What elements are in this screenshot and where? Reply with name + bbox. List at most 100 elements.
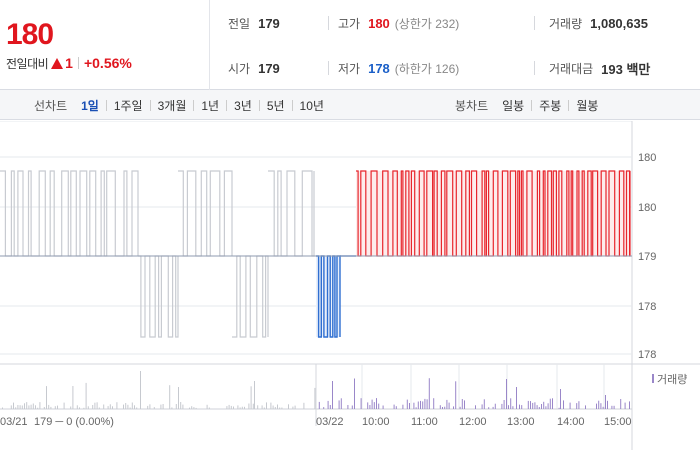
candle-chart-label: 봉차트 [455, 98, 489, 113]
volume-bar [354, 378, 355, 409]
volume-bar [160, 404, 162, 409]
open-label: 시가 [228, 61, 251, 76]
volume-bar [147, 405, 149, 409]
volume-bar [488, 407, 490, 409]
volume-bar [448, 402, 450, 409]
tab-daily[interactable]: 일봉 [502, 98, 525, 113]
candle-chart-tabs: 봉차트 일봉 주봉 월봉 [455, 90, 598, 120]
volume-bar [492, 406, 494, 409]
volume-bar [369, 405, 371, 409]
tab-1year[interactable]: 1년 [201, 98, 220, 113]
tab-5year[interactable]: 5년 [266, 98, 285, 113]
tab-1week[interactable]: 1주일 [113, 98, 143, 113]
volume-bar [17, 405, 19, 409]
low-price: 저가 178 (하한가 126) [338, 58, 459, 78]
y-tick-label: 178 [638, 349, 656, 361]
intraday-chart[interactable]: 180 180 179 178 178 03/21 179 ─ 0 (0.00%) 03/2… [0, 121, 700, 450]
divider [149, 99, 151, 111]
volume-bar [175, 404, 177, 409]
divider [105, 99, 107, 111]
volume-bar [541, 404, 542, 409]
volume-bar [340, 398, 342, 409]
volume-bar [338, 400, 340, 409]
tab-weekly[interactable]: 주봉 [539, 98, 562, 113]
volume-bar [503, 400, 505, 409]
volume-bar [76, 405, 78, 409]
tab-monthly[interactable]: 월봉 [576, 98, 599, 113]
volume-bar [598, 400, 600, 409]
volume-bar [629, 401, 630, 409]
prev-day-series [138, 255, 179, 338]
divider [328, 61, 329, 75]
trade-value: 거래대금 193 백만 [549, 58, 650, 78]
volume-bar [107, 406, 109, 409]
volume-bar [2, 407, 3, 409]
volume-bar [406, 399, 408, 409]
volume-bar [422, 401, 424, 409]
volume-bar [272, 405, 274, 409]
divider [534, 16, 535, 30]
volume-bar [536, 405, 538, 409]
volume-bar [72, 386, 74, 409]
volume-bar [453, 406, 454, 409]
prev-day-series [0, 170, 139, 257]
high-value: 180 [368, 15, 390, 31]
volume-bar [270, 402, 272, 409]
volume-bar [378, 403, 380, 409]
volume-bar [624, 402, 626, 409]
volume-bar [87, 406, 89, 409]
tab-3year[interactable]: 3년 [234, 98, 252, 113]
volume-bar [371, 399, 373, 409]
volume-bar [94, 402, 96, 409]
prev-day-series [178, 170, 233, 257]
volume-bar [549, 398, 551, 409]
volume-bar [516, 387, 517, 409]
volume: 거래량 1,080,635 [549, 13, 648, 33]
volume-bar [558, 407, 560, 409]
volume-bar [402, 404, 404, 409]
volume-bar [178, 387, 179, 409]
volume-bar [576, 403, 578, 409]
volume-bar [19, 405, 21, 409]
x-tick-label: 10:00 [362, 416, 390, 428]
divider [568, 99, 570, 111]
legend-swatch [652, 374, 654, 383]
tab-10year[interactable]: 10년 [299, 98, 324, 113]
volume-bar [21, 405, 23, 409]
volume-bar [127, 404, 129, 409]
volume-bar [545, 406, 547, 409]
volume-bar [254, 381, 255, 409]
volume-bar [459, 406, 461, 409]
volume-bar [446, 399, 448, 409]
y-tick-label: 180 [638, 152, 656, 164]
prev-day-summary: 179 ─ 0 (0.00%) [34, 416, 114, 428]
tab-1day[interactable]: 1일 [81, 98, 99, 113]
volume-bar [600, 403, 602, 409]
volume-bar [314, 387, 316, 409]
volume-bar [329, 405, 331, 409]
prev-close-label: 전일 [228, 16, 251, 31]
volume-bar [171, 407, 173, 409]
volume-bar [244, 406, 245, 409]
tab-3month[interactable]: 3개월 [157, 98, 187, 113]
volume-bar [162, 404, 164, 409]
volume-bar [318, 401, 320, 409]
volume-bar [266, 402, 267, 409]
volume-bar [239, 407, 241, 409]
volume-bar [48, 404, 50, 409]
volume-bar [288, 404, 289, 409]
divider [258, 99, 260, 111]
volume-bar [233, 406, 234, 409]
volume-bar [501, 403, 503, 409]
volume-bar [538, 407, 540, 409]
volume-bar [611, 405, 613, 409]
volume-bar [409, 403, 410, 409]
volume-bar [426, 399, 428, 409]
volume-bar [347, 405, 349, 409]
volume-bar [37, 407, 39, 409]
volume-bar [32, 403, 34, 409]
intraday-chart-svg[interactable]: 180 180 179 178 178 03/21 179 ─ 0 (0.00%) 03/2… [0, 121, 700, 450]
volume-bar [543, 401, 545, 409]
volume-bar [230, 405, 232, 409]
volume-bar [415, 407, 417, 409]
